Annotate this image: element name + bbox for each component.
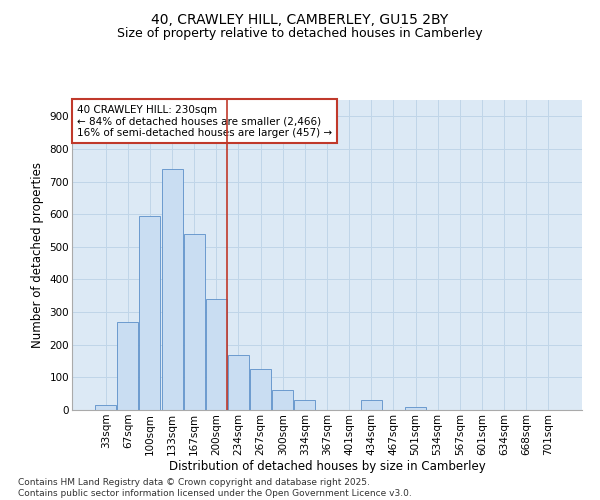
Bar — [118, 322, 139, 410]
Bar — [361, 400, 382, 410]
Bar — [95, 405, 116, 410]
Text: Size of property relative to detached houses in Camberley: Size of property relative to detached ho… — [117, 28, 483, 40]
Bar — [228, 354, 249, 410]
Text: 40, CRAWLEY HILL, CAMBERLEY, GU15 2BY: 40, CRAWLEY HILL, CAMBERLEY, GU15 2BY — [151, 12, 449, 26]
Text: Contains HM Land Registry data © Crown copyright and database right 2025.
Contai: Contains HM Land Registry data © Crown c… — [18, 478, 412, 498]
Bar — [295, 400, 316, 410]
Bar — [184, 234, 205, 410]
X-axis label: Distribution of detached houses by size in Camberley: Distribution of detached houses by size … — [169, 460, 485, 473]
Bar — [272, 390, 293, 410]
Bar — [206, 299, 227, 410]
Bar — [405, 408, 426, 410]
Bar — [161, 168, 182, 410]
Bar — [139, 216, 160, 410]
Y-axis label: Number of detached properties: Number of detached properties — [31, 162, 44, 348]
Bar — [250, 369, 271, 410]
Text: 40 CRAWLEY HILL: 230sqm
← 84% of detached houses are smaller (2,466)
16% of semi: 40 CRAWLEY HILL: 230sqm ← 84% of detache… — [77, 104, 332, 138]
